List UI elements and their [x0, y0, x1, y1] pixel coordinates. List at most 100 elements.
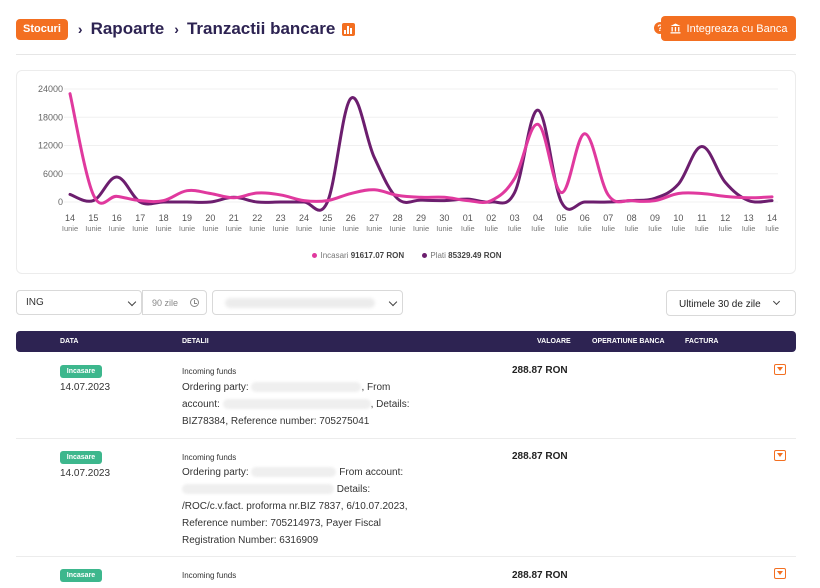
- data-point-incasari[interactable]: [488, 198, 494, 204]
- data-point-incasari[interactable]: [207, 191, 213, 197]
- days-range-field[interactable]: 90 zile: [142, 290, 207, 315]
- data-point-plati[interactable]: [114, 174, 120, 180]
- bar-chart-icon[interactable]: [342, 22, 356, 36]
- x-tick-day: 29: [416, 213, 426, 223]
- days-range-value: 90 zile: [152, 298, 179, 308]
- x-tick-month: Iunie: [366, 224, 382, 233]
- data-point-incasari[interactable]: [699, 191, 705, 197]
- data-point-incasari[interactable]: [67, 91, 73, 97]
- bank-select[interactable]: ING: [16, 290, 142, 315]
- y-tick-label: 6000: [43, 169, 63, 179]
- data-point-incasari[interactable]: [512, 175, 518, 181]
- data-point-incasari[interactable]: [605, 192, 611, 198]
- transaction-amount: 288.87 RON: [512, 365, 568, 376]
- data-point-plati[interactable]: [184, 199, 190, 205]
- column-header-valoare: VALOARE: [537, 338, 571, 345]
- legend-item-incasari[interactable]: Incasari 91617.07 RON: [312, 251, 406, 260]
- data-point-incasari[interactable]: [582, 131, 588, 137]
- x-tick-month: Iunie: [155, 224, 171, 233]
- data-point-plati[interactable]: [512, 190, 518, 196]
- legend-item-plati[interactable]: Plati 85329.49 RON: [422, 251, 502, 260]
- x-tick-day: 06: [580, 213, 590, 223]
- data-point-plati[interactable]: [675, 181, 681, 187]
- data-point-plati[interactable]: [67, 191, 73, 197]
- data-point-incasari[interactable]: [722, 193, 728, 199]
- x-tick-month: Iulie: [625, 224, 639, 233]
- data-point-incasari[interactable]: [418, 194, 424, 200]
- detail-label: , Details:: [370, 399, 410, 410]
- breadcrumb-rapoarte[interactable]: Rapoarte: [90, 19, 165, 38]
- masked-value: [182, 484, 334, 495]
- x-tick-day: 04: [533, 213, 543, 223]
- x-tick-day: 20: [205, 213, 215, 223]
- data-point-incasari[interactable]: [441, 194, 447, 200]
- table-row[interactable]: Incasare 14.07.2023 Incoming funds Order…: [16, 352, 796, 438]
- data-point-incasari[interactable]: [90, 192, 96, 198]
- expand-row-icon[interactable]: [774, 568, 786, 579]
- data-point-incasari[interactable]: [301, 198, 307, 204]
- table-row[interactable]: Incasare Incoming funds 288.87 RON: [16, 557, 796, 588]
- chevron-down-icon: [772, 297, 781, 306]
- x-tick-day: 21: [229, 213, 239, 223]
- page-title: Tranzactii bancare: [186, 19, 336, 38]
- x-tick-day: 27: [369, 213, 379, 223]
- data-point-incasari[interactable]: [114, 193, 120, 199]
- data-point-incasari[interactable]: [769, 194, 775, 200]
- x-tick-day: 23: [276, 213, 286, 223]
- expand-row-icon[interactable]: [774, 364, 786, 375]
- data-point-incasari[interactable]: [254, 190, 260, 196]
- breadcrumb-chevron-icon: ›: [174, 21, 179, 37]
- data-point-incasari[interactable]: [278, 192, 284, 198]
- data-point-incasari[interactable]: [652, 198, 658, 204]
- data-point-incasari[interactable]: [184, 188, 190, 194]
- account-select[interactable]: [212, 290, 403, 315]
- data-point-plati[interactable]: [207, 199, 213, 205]
- data-point-incasari[interactable]: [348, 191, 354, 197]
- data-point-incasari[interactable]: [558, 190, 564, 196]
- transaction-type: Incoming funds: [182, 453, 237, 462]
- series-line-plati[interactable]: [68, 96, 774, 212]
- data-point-incasari[interactable]: [161, 198, 167, 204]
- data-point-incasari[interactable]: [395, 192, 401, 198]
- data-point-plati[interactable]: [605, 199, 611, 205]
- series-line-incasari[interactable]: [68, 92, 774, 205]
- table-header: DATA DETALII VALOARE OPERATIUNE BANCA FA…: [16, 331, 796, 352]
- data-point-plati[interactable]: [558, 199, 564, 205]
- data-point-incasari[interactable]: [746, 195, 752, 201]
- chevron-down-icon: [388, 297, 398, 307]
- data-point-plati[interactable]: [699, 143, 705, 149]
- data-point-plati[interactable]: [254, 199, 260, 205]
- expand-row-icon[interactable]: [774, 450, 786, 461]
- transactions-chart-card: 24000 18000 12000 6000 0 14 Iunie 15 Iunie 16 Iuni…: [16, 70, 796, 274]
- data-point-incasari[interactable]: [371, 187, 377, 193]
- clock-icon: [190, 298, 199, 307]
- x-tick-day: 13: [744, 213, 754, 223]
- x-tick-day: 30: [439, 213, 449, 223]
- header-divider: [16, 54, 796, 55]
- period-select[interactable]: Ultimele 30 de zile: [666, 290, 796, 316]
- data-point-plati[interactable]: [582, 199, 588, 205]
- data-point-incasari[interactable]: [465, 198, 471, 204]
- x-tick-day: 02: [486, 213, 496, 223]
- table-row[interactable]: Incasare 14.07.2023 Incoming funds Order…: [16, 439, 796, 556]
- column-header-detalii: DETALII: [182, 338, 209, 345]
- data-point-incasari[interactable]: [675, 191, 681, 197]
- data-point-plati[interactable]: [278, 199, 284, 205]
- data-point-incasari[interactable]: [629, 198, 635, 204]
- x-tick-month: Iunie: [413, 224, 429, 233]
- data-point-plati[interactable]: [535, 107, 541, 113]
- x-tick-month: Iunie: [179, 224, 195, 233]
- x-tick-month: Iunie: [389, 224, 405, 233]
- data-point-incasari[interactable]: [535, 121, 541, 127]
- x-tick-month: Iunie: [272, 224, 288, 233]
- data-point-incasari[interactable]: [137, 198, 143, 204]
- x-tick-day: 24: [299, 213, 309, 223]
- breadcrumb-section-badge[interactable]: Stocuri: [16, 18, 68, 40]
- data-point-incasari[interactable]: [324, 198, 330, 204]
- data-point-incasari[interactable]: [231, 195, 237, 201]
- transaction-type: Incoming funds: [182, 571, 237, 580]
- data-point-plati[interactable]: [348, 95, 354, 101]
- integrate-bank-button[interactable]: Integreaza cu Banca: [661, 16, 796, 41]
- data-point-plati[interactable]: [722, 179, 728, 185]
- data-point-plati[interactable]: [371, 154, 377, 160]
